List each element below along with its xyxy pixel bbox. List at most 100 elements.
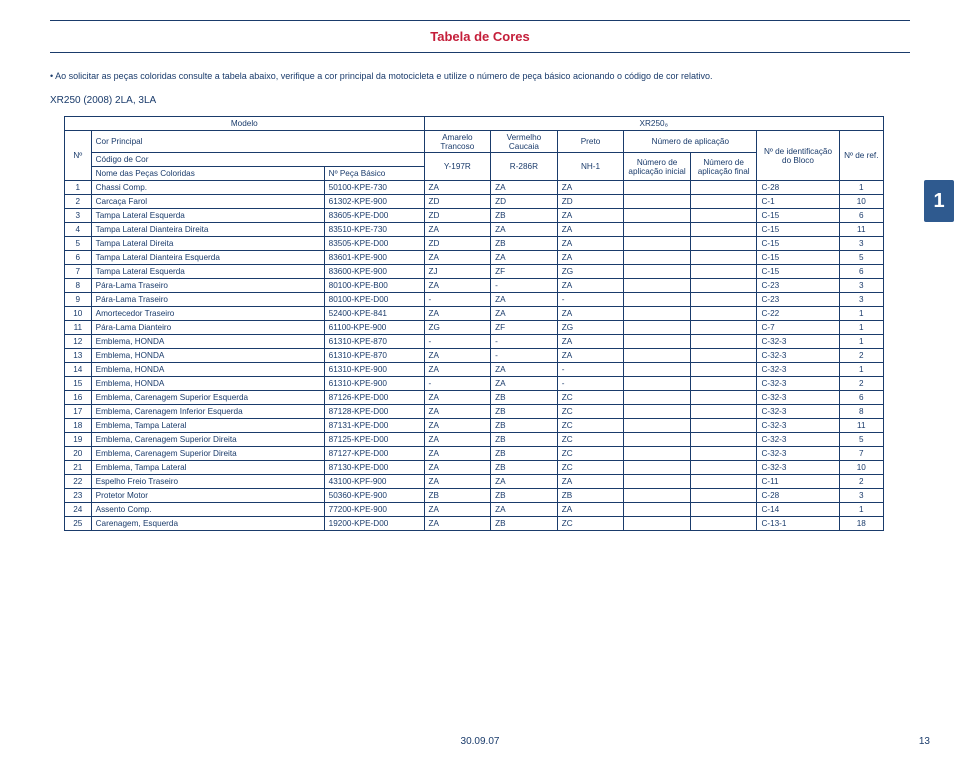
- cell-ai: [624, 251, 691, 265]
- table-row: 25Carenagem, Esquerda19200-KPE-D00ZAZBZC…: [65, 517, 884, 531]
- cell-af: [690, 307, 757, 321]
- cell-peca: 61310-KPE-900: [324, 363, 424, 377]
- cell-ai: [624, 209, 691, 223]
- cell-nome: Pára-Lama Traseiro: [91, 293, 324, 307]
- cell-af: [690, 279, 757, 293]
- cell-n: 15: [65, 377, 92, 391]
- cell-c2: ZB: [491, 461, 558, 475]
- cell-af: [690, 433, 757, 447]
- cell-n: 10: [65, 307, 92, 321]
- table-row: 7Tampa Lateral Esquerda83600-KPE-900ZJZF…: [65, 265, 884, 279]
- th-nh1: NH-1: [557, 153, 624, 181]
- rule-bottom: [50, 52, 910, 53]
- table-row: 13Emblema, HONDA61310-KPE-870ZA-ZAC-32-3…: [65, 349, 884, 363]
- cell-c3: ZA: [557, 503, 624, 517]
- cell-c2: ZA: [491, 363, 558, 377]
- cell-peca: 50360-KPE-900: [324, 489, 424, 503]
- cell-c3: ZA: [557, 475, 624, 489]
- cell-peca: 61310-KPE-900: [324, 377, 424, 391]
- cell-nome: Emblema, HONDA: [91, 335, 324, 349]
- cell-c1: ZA: [424, 391, 491, 405]
- footer-page: 13: [919, 736, 930, 747]
- cell-peca: 87127-KPE-D00: [324, 447, 424, 461]
- cell-af: [690, 335, 757, 349]
- cell-n: 22: [65, 475, 92, 489]
- cell-peca: 83510-KPE-730: [324, 223, 424, 237]
- cell-c2: -: [491, 335, 558, 349]
- table-body: 1Chassi Comp.50100-KPE-730ZAZAZAC-2812Ca…: [65, 181, 884, 531]
- cell-c3: ZG: [557, 321, 624, 335]
- cell-bl: C-28: [757, 489, 839, 503]
- cell-nome: Tampa Lateral Dianteira Direita: [91, 223, 324, 237]
- cell-n: 24: [65, 503, 92, 517]
- cell-c2: ZA: [491, 377, 558, 391]
- cell-af: [690, 321, 757, 335]
- table-row: 8Pára-Lama Traseiro80100-KPE-B00ZA-ZAC-2…: [65, 279, 884, 293]
- cell-c2: ZA: [491, 475, 558, 489]
- cell-nome: Tampa Lateral Esquerda: [91, 209, 324, 223]
- page: Tabela de Cores • Ao solicitar as peças …: [0, 0, 960, 541]
- cell-c3: ZG: [557, 265, 624, 279]
- th-ref: Nº de ref.: [839, 131, 883, 181]
- model-line: XR250 (2008) 2LA, 3LA: [50, 95, 910, 106]
- th-cor-principal: Cor Principal: [91, 131, 424, 153]
- cell-c3: ZA: [557, 335, 624, 349]
- cell-peca: 87128-KPE-D00: [324, 405, 424, 419]
- cell-nome: Emblema, Tampa Lateral: [91, 419, 324, 433]
- table-row: 23Protetor Motor50360-KPE-900ZBZBZBC-283: [65, 489, 884, 503]
- table-head: Modelo XR250₈ Nº Cor Principal Amarelo T…: [65, 117, 884, 181]
- table-row: 11Pára-Lama Dianteiro61100-KPE-900ZGZFZG…: [65, 321, 884, 335]
- th-codigo-cor: Código de Cor: [91, 153, 424, 167]
- cell-bl: C-32-3: [757, 447, 839, 461]
- cell-n: 11: [65, 321, 92, 335]
- cell-c2: ZA: [491, 503, 558, 517]
- cell-ai: [624, 195, 691, 209]
- cell-nome: Protetor Motor: [91, 489, 324, 503]
- cell-n: 9: [65, 293, 92, 307]
- cell-n: 21: [65, 461, 92, 475]
- cell-peca: 83605-KPE-D00: [324, 209, 424, 223]
- cell-n: 7: [65, 265, 92, 279]
- cell-c3: ZC: [557, 405, 624, 419]
- table-row: 3Tampa Lateral Esquerda83605-KPE-D00ZDZB…: [65, 209, 884, 223]
- th-nome-pecas: Nome das Peças Coloridas: [91, 167, 324, 181]
- cell-nome: Tampa Lateral Dianteira Esquerda: [91, 251, 324, 265]
- cell-n: 3: [65, 209, 92, 223]
- cell-af: [690, 349, 757, 363]
- cell-nome: Emblema, Carenagem Inferior Esquerda: [91, 405, 324, 419]
- cell-c3: -: [557, 293, 624, 307]
- cell-rf: 11: [839, 419, 883, 433]
- cell-bl: C-15: [757, 237, 839, 251]
- page-title: Tabela de Cores: [50, 21, 910, 52]
- cell-c1: ZA: [424, 223, 491, 237]
- footer: 30.09.07 13: [0, 736, 960, 747]
- cell-rf: 3: [839, 489, 883, 503]
- cell-n: 18: [65, 419, 92, 433]
- cell-rf: 2: [839, 475, 883, 489]
- cell-bl: C-23: [757, 293, 839, 307]
- cell-bl: C-23: [757, 279, 839, 293]
- cell-peca: 50100-KPE-730: [324, 181, 424, 195]
- cell-c1: -: [424, 335, 491, 349]
- cell-bl: C-32-3: [757, 335, 839, 349]
- cell-bl: C-7: [757, 321, 839, 335]
- cell-c2: ZD: [491, 195, 558, 209]
- cell-c1: ZA: [424, 517, 491, 531]
- cell-c1: ZA: [424, 503, 491, 517]
- cell-c1: ZA: [424, 251, 491, 265]
- cell-c2: ZA: [491, 251, 558, 265]
- cell-af: [690, 405, 757, 419]
- cell-c1: ZA: [424, 363, 491, 377]
- cell-bl: C-32-3: [757, 405, 839, 419]
- cell-bl: C-32-3: [757, 461, 839, 475]
- cell-af: [690, 195, 757, 209]
- cell-ai: [624, 265, 691, 279]
- cell-n: 14: [65, 363, 92, 377]
- cell-peca: 87130-KPE-D00: [324, 461, 424, 475]
- cell-n: 17: [65, 405, 92, 419]
- cell-rf: 1: [839, 503, 883, 517]
- cell-bl: C-32-3: [757, 363, 839, 377]
- table-row: 12Emblema, HONDA61310-KPE-870--ZAC-32-31: [65, 335, 884, 349]
- cell-c3: ZD: [557, 195, 624, 209]
- cell-peca: 83600-KPE-900: [324, 265, 424, 279]
